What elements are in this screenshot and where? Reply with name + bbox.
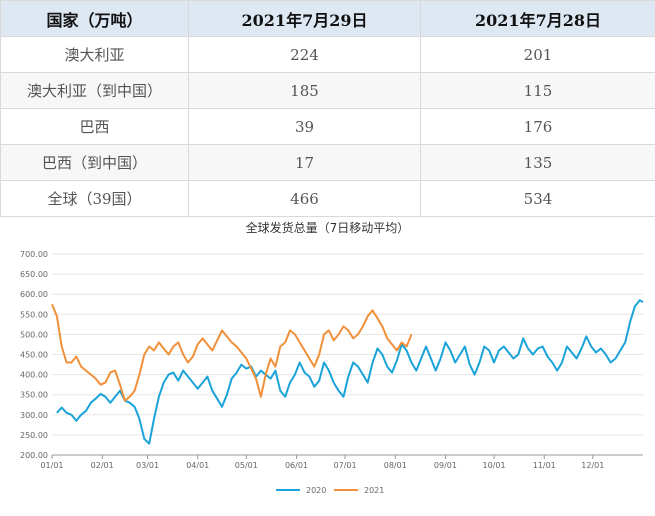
y-tick-label: 500.00 xyxy=(20,330,48,339)
table-row: 澳大利亚 224 201 xyxy=(1,37,655,73)
row-value-2: 135 xyxy=(421,145,655,181)
y-axis: 200.00 250.00 300.00 350.00 400.00 450.00 500.… xyxy=(20,250,48,460)
x-tick-label: 06/01 xyxy=(285,461,308,470)
row-value-1: 224 xyxy=(189,37,421,73)
row-value-2: 176 xyxy=(421,109,655,145)
y-tick-label: 600.00 xyxy=(20,290,48,299)
row-value-1: 39 xyxy=(189,109,421,145)
line-chart: 200.00 250.00 300.00 350.00 400.00 450.00 500.… xyxy=(0,205,655,512)
y-tick-label: 700.00 xyxy=(20,250,48,259)
row-country: 澳大利亚 xyxy=(1,37,189,73)
row-value-2: 115 xyxy=(421,73,655,109)
legend-label-2020: 2020 xyxy=(306,486,326,495)
row-country: 巴西 xyxy=(1,109,189,145)
y-tick-label: 200.00 xyxy=(20,451,48,460)
chart-panel: 全球发货总量（7日移动平均） 200.00 250.00 300.00 350.00 4… xyxy=(0,205,655,512)
header-date-2: 2021年7月28日 xyxy=(421,1,655,37)
x-axis: 01/01 02/01 03/01 04/01 05/01 06/01 07/01 08/01… xyxy=(40,455,643,470)
legend-label-2021: 2021 xyxy=(364,486,384,495)
chart-legend: 2020 2021 xyxy=(276,486,384,495)
shipment-table: 国家（万吨） 2021年7月29日 2021年7月28日 澳大利亚 224 20… xyxy=(0,0,655,217)
series-line-2021 xyxy=(52,304,412,400)
y-tick-label: 450.00 xyxy=(20,351,48,360)
header-date-1: 2021年7月29日 xyxy=(189,1,421,37)
x-tick-label: 08/01 xyxy=(384,461,407,470)
row-country: 巴西（到中国） xyxy=(1,145,189,181)
x-tick-label: 01/01 xyxy=(40,461,63,470)
x-tick-label: 12/01 xyxy=(581,461,604,470)
x-tick-label: 07/01 xyxy=(334,461,357,470)
table-row: 巴西（到中国） 17 135 xyxy=(1,145,655,181)
y-tick-label: 350.00 xyxy=(20,391,48,400)
row-value-1: 17 xyxy=(189,145,421,181)
y-tick-label: 550.00 xyxy=(20,310,48,319)
table-header-row: 国家（万吨） 2021年7月29日 2021年7月28日 xyxy=(1,1,655,37)
x-tick-label: 09/01 xyxy=(434,461,457,470)
x-tick-label: 10/01 xyxy=(483,461,506,470)
y-tick-label: 250.00 xyxy=(20,431,48,440)
shipment-table-container: 国家（万吨） 2021年7月29日 2021年7月28日 澳大利亚 224 20… xyxy=(0,0,655,217)
header-country: 国家（万吨） xyxy=(1,1,189,37)
series-lines xyxy=(52,300,643,444)
series-line-2020 xyxy=(57,300,643,444)
x-tick-label: 02/01 xyxy=(91,461,114,470)
x-tick-label: 03/01 xyxy=(136,461,159,470)
x-tick-label: 11/01 xyxy=(533,461,556,470)
row-value-1: 185 xyxy=(189,73,421,109)
chart-title: 全球发货总量（7日移动平均） xyxy=(0,219,655,236)
y-tick-label: 650.00 xyxy=(20,270,48,279)
x-tick-label: 04/01 xyxy=(186,461,209,470)
x-tick-label: 05/01 xyxy=(235,461,258,470)
y-tick-label: 300.00 xyxy=(20,411,48,420)
table-row: 巴西 39 176 xyxy=(1,109,655,145)
table-row: 澳大利亚（到中国） 185 115 xyxy=(1,73,655,109)
row-value-2: 201 xyxy=(421,37,655,73)
y-tick-label: 400.00 xyxy=(20,371,48,380)
row-country: 澳大利亚（到中国） xyxy=(1,73,189,109)
